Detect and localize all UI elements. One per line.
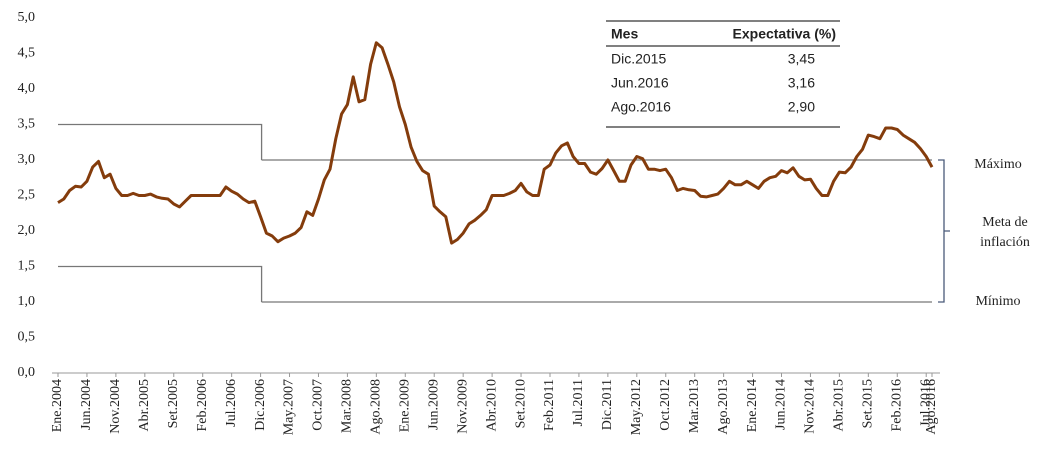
x-tick-label: Feb.2011 xyxy=(542,379,557,431)
x-tick-label: Ago.2013 xyxy=(716,379,731,435)
x-tick-label: Dic.2006 xyxy=(253,379,268,431)
table-cell: 2,90 xyxy=(788,99,815,115)
x-tick-label: May.2012 xyxy=(629,379,644,435)
x-tick-label: Set.2015 xyxy=(861,379,876,428)
table-cell: Ago.2016 xyxy=(611,99,671,115)
previous-range-min xyxy=(58,265,263,302)
y-tick-label: 2,5 xyxy=(18,188,36,203)
x-tick-label: Set.2005 xyxy=(166,379,181,428)
x-tick-label: Feb.2016 xyxy=(889,379,904,432)
x-tick-label: Oct.2012 xyxy=(658,379,673,431)
y-tick-label: 2,0 xyxy=(18,223,36,238)
bracket xyxy=(938,159,950,303)
x-tick-label: Oct.2007 xyxy=(311,379,326,431)
x-tick-label: Mar.2013 xyxy=(687,379,702,433)
series-line xyxy=(57,41,934,245)
y-tick-label: 1,5 xyxy=(18,259,36,274)
x-tick-label: Jul.2011 xyxy=(571,379,586,426)
min-label: Mínimo xyxy=(975,294,1020,309)
x-tick-label: Feb.2006 xyxy=(195,379,210,432)
x-tick-label: Jun.2004 xyxy=(79,379,94,430)
y-tick-label: 0,0 xyxy=(18,365,36,380)
x-tick-label: Ene.2009 xyxy=(398,379,413,432)
y-tick-label: 4,0 xyxy=(18,81,36,96)
y-tick-label: 5,0 xyxy=(18,10,36,25)
x-tick-label: Jun.2009 xyxy=(426,379,441,430)
max-label: Máximo xyxy=(974,157,1021,172)
table-header: Expectativa (%) xyxy=(733,26,836,42)
x-tick-label: Abr.2010 xyxy=(484,379,499,432)
x-tick-label: Ago.2008 xyxy=(369,379,384,435)
x-tick-label: Set.2010 xyxy=(513,379,528,428)
x-tick-label: Nov.2014 xyxy=(803,379,818,434)
x-tick-label: Jun.2014 xyxy=(774,379,789,430)
y-tick-label: 3,5 xyxy=(18,117,36,132)
table-cell: 3,16 xyxy=(788,75,815,91)
x-tick-label: Ene.2014 xyxy=(745,379,760,432)
x-tick-label: Abr.2015 xyxy=(832,379,847,432)
y-tick-label: 4,5 xyxy=(18,46,36,61)
target-label: inflación xyxy=(980,235,1030,250)
x-tick-label: May.2007 xyxy=(282,379,297,435)
table-cell: 3,45 xyxy=(788,51,815,67)
x-tick-label: Jul.2016 xyxy=(918,379,933,427)
table-cell: Jun.2016 xyxy=(611,75,669,91)
x-tick-label: Dic.2011 xyxy=(600,379,615,430)
x-tick-label: Ago.2016 xyxy=(924,379,939,435)
y-tick-label: 0,5 xyxy=(18,330,36,345)
y-tick-label: 3,0 xyxy=(18,152,36,167)
table-cell: Dic.2015 xyxy=(611,51,666,67)
target-label: Meta de xyxy=(982,215,1027,230)
x-tick-label: Nov.2004 xyxy=(108,379,123,434)
y-tick-label: 1,0 xyxy=(18,294,36,309)
x-tick-label: Ene.2004 xyxy=(50,379,65,432)
x-tick-label: Jul.2006 xyxy=(224,379,239,427)
x-tick-label: Abr.2005 xyxy=(137,379,152,432)
previous-range-max xyxy=(58,123,263,160)
x-tick-label: Mar.2008 xyxy=(340,379,355,433)
table-header: Mes xyxy=(611,26,638,42)
x-tick-label: Nov.2009 xyxy=(455,379,470,434)
